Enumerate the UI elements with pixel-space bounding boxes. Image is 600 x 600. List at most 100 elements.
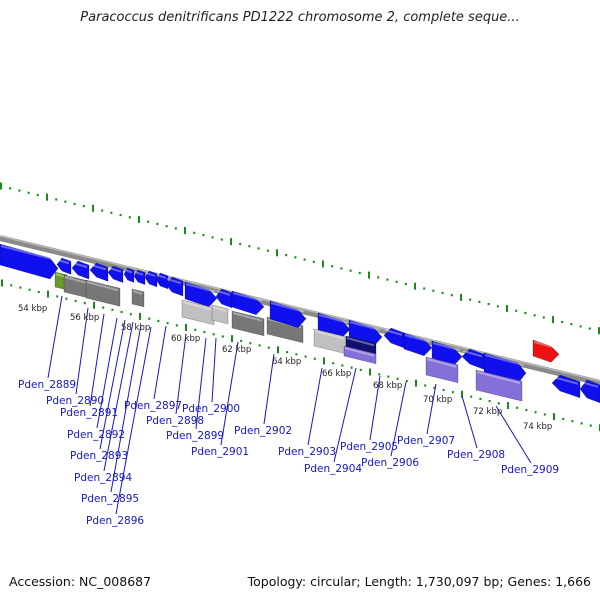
gene-feature[interactable]	[215, 288, 233, 309]
gene-feature[interactable]	[403, 332, 433, 357]
outer-ring-minor-tick	[156, 222, 159, 226]
inner-ring-major-tick	[231, 335, 233, 343]
leader-line	[47, 295, 63, 379]
gene-label-pden-2896[interactable]: Pden_2896	[86, 515, 144, 527]
outer-ring-minor-tick	[285, 254, 288, 257]
gene-feature[interactable]	[551, 374, 581, 399]
gene-feature[interactable]	[269, 300, 307, 329]
gene-feature[interactable]	[107, 265, 124, 284]
gene-feature[interactable]	[431, 340, 463, 366]
gene-feature[interactable]	[532, 339, 560, 363]
gene-label-pden-2903[interactable]: Pden_2903	[278, 446, 336, 458]
gene-label-pden-2902[interactable]: Pden_2902	[234, 425, 292, 437]
inner-ring-minor-tick	[350, 366, 353, 369]
gene-label-pden-2900[interactable]: Pden_2900	[182, 403, 240, 415]
gene-label-pden-2904[interactable]: Pden_2904	[304, 463, 362, 475]
gene-feature[interactable]	[181, 299, 215, 326]
inner-tick-ring	[1, 279, 600, 432]
gene-feature[interactable]	[211, 304, 229, 325]
gene-label-pden-2898[interactable]: Pden_2898	[146, 415, 204, 427]
inner-ring-minor-tick	[589, 424, 592, 427]
outer-ring-minor-tick	[331, 265, 334, 268]
leader-line	[195, 337, 207, 430]
gene-label-pden-2906[interactable]: Pden_2906	[361, 457, 419, 469]
gene-highlight	[384, 329, 403, 336]
gene-highlight	[182, 301, 213, 311]
gene-label-pden-2891[interactable]: Pden_2891	[60, 407, 118, 419]
inner-ring-minor-tick	[433, 386, 436, 389]
scale-label: 64 kbp	[272, 357, 301, 367]
gene-highlight	[462, 350, 483, 358]
inner-ring-minor-tick	[19, 286, 22, 289]
gene-feature[interactable]	[165, 276, 184, 297]
outer-ring-minor-tick	[55, 198, 58, 201]
gene-feature[interactable]	[461, 348, 485, 370]
gene-label-pden-2907[interactable]: Pden_2907	[397, 435, 455, 447]
gene-feature[interactable]	[123, 267, 135, 283]
gene-highlight	[426, 358, 457, 368]
outer-ring-minor-tick	[450, 294, 453, 297]
gene-feature[interactable]	[71, 260, 90, 280]
outer-ring-minor-tick	[588, 327, 591, 330]
inner-ring-minor-tick	[295, 353, 298, 356]
gene-feature[interactable]	[383, 327, 405, 349]
inner-ring-minor-tick	[451, 391, 454, 394]
gene-label-pden-2889[interactable]: Pden_2889	[18, 379, 76, 391]
gene-label-pden-2894[interactable]: Pden_2894	[74, 472, 132, 484]
gene-feature[interactable]	[231, 310, 265, 337]
gene-feature[interactable]	[475, 369, 523, 402]
inner-ring-minor-tick	[525, 408, 528, 412]
gene-feature[interactable]	[184, 281, 218, 308]
inner-ring-minor-tick	[28, 288, 31, 291]
outer-ring-minor-tick	[211, 236, 214, 239]
inner-ring-minor-tick	[378, 373, 381, 376]
gene-highlight	[145, 272, 156, 277]
gene-feature[interactable]	[579, 379, 600, 404]
gene-feature[interactable]	[231, 290, 265, 316]
gene-highlight	[212, 306, 227, 312]
gene-label-pden-2909[interactable]: Pden_2909	[501, 464, 559, 476]
gene-label-pden-2892[interactable]: Pden_2892	[67, 429, 125, 441]
gene-highlight	[404, 334, 431, 343]
outer-ring-major-tick	[0, 182, 2, 190]
leader-line	[495, 405, 532, 464]
gene-label-pden-2901[interactable]: Pden_2901	[191, 446, 249, 458]
gene-label-pden-2897[interactable]: Pden_2897	[124, 400, 182, 412]
gene-feature[interactable]	[56, 257, 72, 275]
gene-label-pden-2899[interactable]: Pden_2899	[166, 430, 224, 442]
gene-feature[interactable]	[0, 243, 59, 280]
outer-ring-major-tick	[46, 193, 48, 201]
gene-highlight	[0, 245, 57, 262]
gene-feature[interactable]	[85, 279, 121, 307]
outer-ring-minor-tick	[101, 209, 104, 212]
outer-ring-minor-tick	[239, 242, 242, 246]
inner-ring-minor-tick	[516, 406, 519, 409]
outer-ring-minor-tick	[257, 247, 260, 250]
gene-highlight	[349, 321, 381, 331]
gene-label-pden-2893[interactable]: Pden_2893	[70, 450, 128, 462]
gene-feature[interactable]	[133, 269, 146, 286]
inner-ring-major-tick	[1, 279, 3, 287]
gene-label-pden-2905[interactable]: Pden_2905	[340, 441, 398, 453]
gene-feature[interactable]	[343, 345, 377, 365]
gene-highlight	[432, 342, 461, 352]
outer-ring-minor-tick	[542, 316, 545, 319]
map-title: Paracoccus denitrificans PD1222 chromoso…	[80, 10, 520, 25]
gene-feature[interactable]	[89, 262, 109, 282]
gene-feature[interactable]	[317, 312, 351, 339]
scale-label: 58 kbp	[121, 323, 150, 333]
gene-feature[interactable]	[131, 288, 145, 308]
gene-highlight	[533, 341, 558, 350]
leader-line	[153, 325, 167, 400]
inner-ring-minor-tick	[221, 335, 224, 338]
gene-label-pden-2895[interactable]: Pden_2895	[81, 493, 139, 505]
gene-label-pden-2908[interactable]: Pden_2908	[447, 449, 505, 461]
gene-feature[interactable]	[144, 270, 158, 288]
gene-feature[interactable]	[155, 272, 169, 290]
gene-feature[interactable]	[425, 356, 459, 384]
inner-ring-minor-tick	[83, 302, 86, 305]
outer-ring-major-tick	[230, 238, 232, 246]
gene-label-pden-2890[interactable]: Pden_2890	[46, 395, 104, 407]
